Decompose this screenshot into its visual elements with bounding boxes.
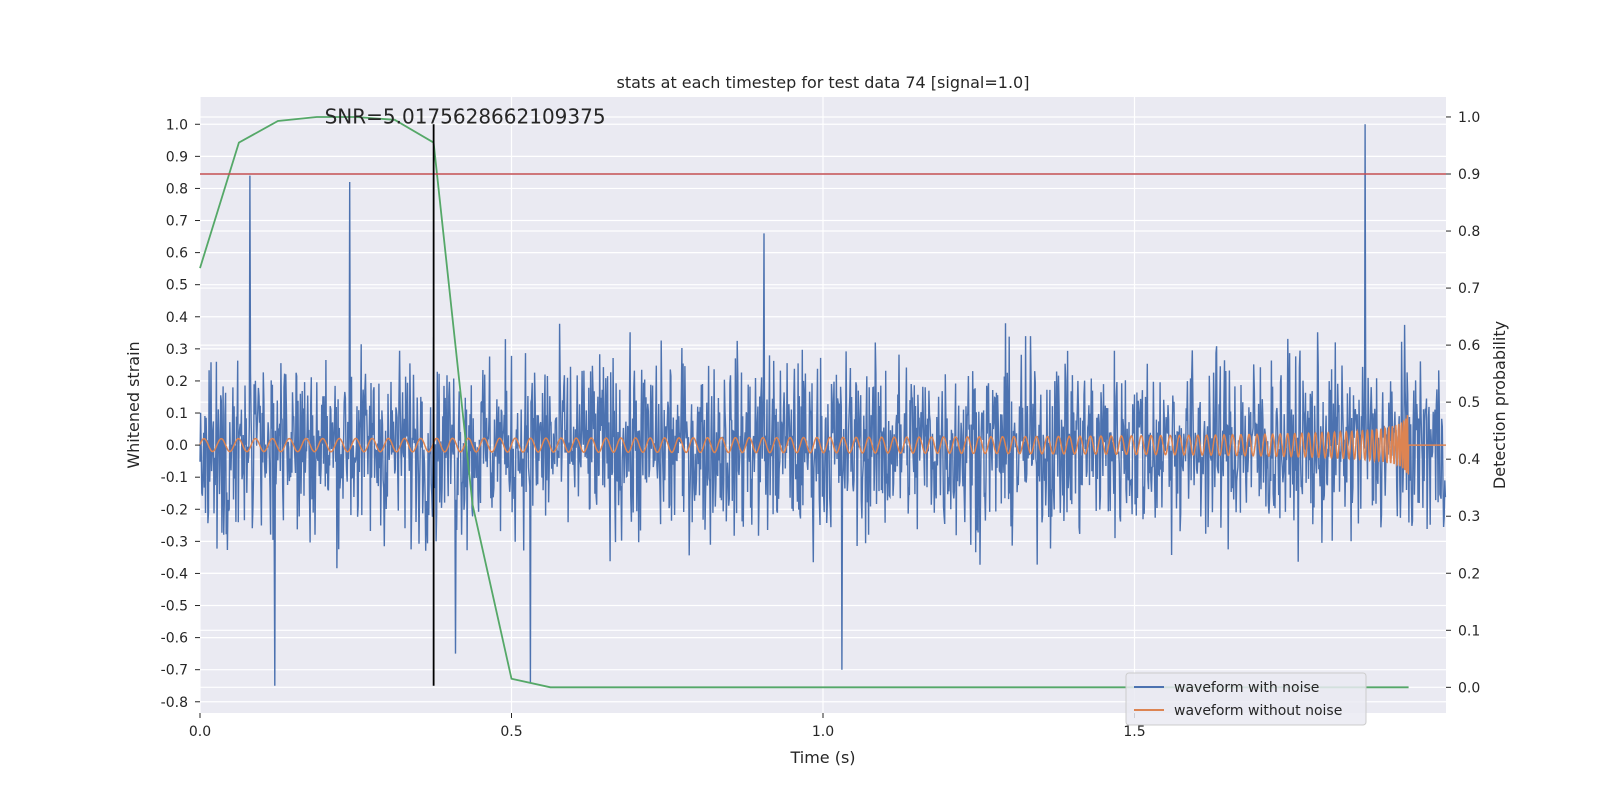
- legend: waveform with noise waveform without noi…: [1125, 672, 1367, 726]
- y-left-tick-label: -0.1: [161, 470, 188, 486]
- clean-trace: [199, 415, 1446, 475]
- noise-trace: [199, 124, 1447, 686]
- x-tick-label: 1.0: [812, 724, 834, 740]
- y-right-tick-label: 1.0: [1458, 110, 1480, 126]
- y-left-tick-label: -0.5: [161, 599, 188, 615]
- y-left-tick-label: 0.3: [166, 342, 188, 358]
- x-tick-label: 0.5: [500, 724, 522, 740]
- series-detection-probability: [199, 116, 1409, 689]
- x-axis-label: Time (s): [789, 748, 855, 767]
- y-right-tick-label: 0.8: [1458, 224, 1480, 240]
- series-waveform-without-noise: [199, 415, 1446, 475]
- y-right-tick-label: 0.0: [1458, 680, 1480, 696]
- y-axis-label-left: Whitened strain: [124, 341, 143, 468]
- y-right-tick-label: 0.9: [1458, 167, 1480, 183]
- y-right-tick-label: 0.4: [1458, 452, 1480, 468]
- series-waveform-with-noise: [199, 124, 1447, 686]
- y-axis-label-right: Detection probability: [1490, 321, 1509, 489]
- y-right-tick-label: 0.6: [1458, 338, 1480, 354]
- y-left-tick-label: 0.2: [166, 374, 188, 390]
- y-left-tick-label: 0.9: [166, 149, 188, 165]
- y-left-tick-label: 0.8: [166, 181, 188, 197]
- x-tick-label: 0.0: [189, 724, 211, 740]
- y-left-tick-label: 0.1: [166, 406, 188, 422]
- grid: [199, 97, 1446, 713]
- ticks: 0.0 0.5 1.0 1.5 1.0 0.9 0.8 0.7 0.6 0.5 0.4 0.3 0.2 0…: [161, 110, 1481, 740]
- y-right-tick-label: 0.5: [1458, 395, 1480, 411]
- probability-line: [199, 116, 1409, 689]
- markers: [200, 124, 1446, 686]
- y-left-tick-label: 0.6: [166, 246, 188, 262]
- y-left-tick-label: 1.0: [166, 117, 188, 133]
- legend-label-waveform-with-noise: waveform with noise: [1174, 680, 1319, 696]
- y-left-tick-label: -0.8: [161, 695, 188, 711]
- y-right-tick-label: 0.1: [1458, 623, 1480, 639]
- y-left-tick-label: -0.7: [161, 663, 188, 679]
- y-left-tick-label: 0.0: [166, 438, 188, 454]
- y-right-tick-label: 0.2: [1458, 566, 1480, 582]
- snr-annotation: SNR=5.0175628662109375: [325, 104, 606, 128]
- y-right-tick-label: 0.7: [1458, 281, 1480, 297]
- legend-label-waveform-without-noise: waveform without noise: [1174, 703, 1342, 719]
- y-left-tick-label: -0.3: [161, 534, 188, 550]
- chart-title: stats at each timestep for test data 74 …: [617, 73, 1030, 92]
- x-tick-label: 1.5: [1123, 724, 1145, 740]
- legend-box: [1125, 672, 1367, 726]
- y-left-tick-label: 0.5: [166, 278, 188, 294]
- y-left-tick-label: 0.7: [166, 214, 188, 230]
- y-left-tick-label: 0.4: [166, 310, 188, 326]
- y-left-tick-label: -0.6: [161, 631, 188, 647]
- y-left-tick-label: -0.2: [161, 502, 188, 518]
- y-left-tick-label: -0.4: [161, 566, 188, 582]
- y-right-tick-label: 0.3: [1458, 509, 1480, 525]
